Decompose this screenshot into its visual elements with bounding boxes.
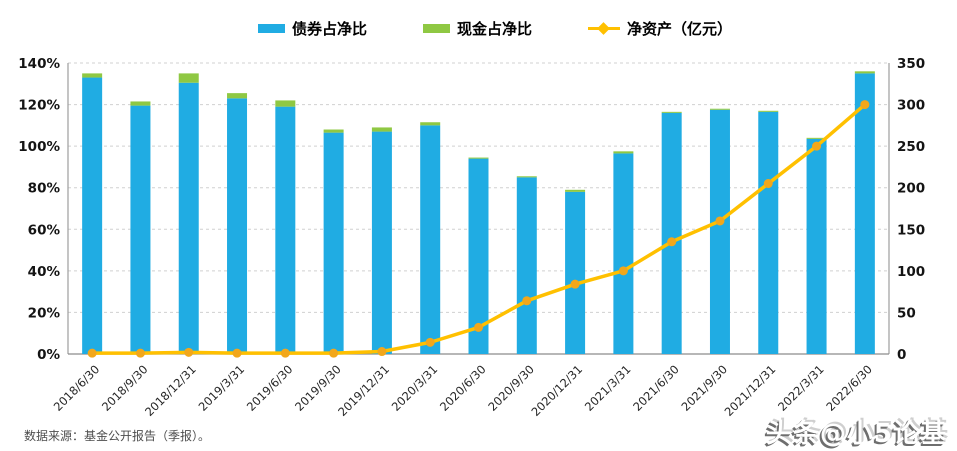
bar-bond — [854, 73, 875, 355]
netasset-marker — [377, 347, 387, 357]
right-axis-tick-label: 0 — [897, 347, 906, 363]
bar-bond — [661, 112, 682, 354]
bar-cash — [420, 122, 441, 126]
bar-bond — [565, 191, 586, 354]
right-axis-tick-label: 350 — [897, 56, 925, 72]
bar-cash — [613, 151, 634, 154]
watermark: 头条@小5论基 — [765, 419, 947, 449]
right-axis-tick-label: 150 — [897, 222, 925, 238]
left-axis-tick-label: 60% — [28, 222, 61, 238]
legend-item-netasset: 净资产（亿元） — [588, 18, 732, 39]
x-axis-label: 2019/12/31 — [335, 362, 392, 419]
bar-cash — [709, 108, 730, 110]
left-axis-tick-label: 20% — [28, 305, 61, 321]
x-axis-label: 2020/6/30 — [437, 362, 489, 414]
right-axis-tick-label: 200 — [897, 181, 925, 197]
x-axis-label: 2018/9/30 — [99, 362, 151, 414]
legend-item-cash: 现金占净比 — [423, 18, 532, 39]
legend-label-bond: 债券占净比 — [292, 20, 368, 38]
netasset-marker — [87, 348, 97, 358]
left-axis-tick-label: 120% — [18, 98, 60, 114]
x-axis-label: 2020/9/30 — [485, 362, 537, 414]
netasset-marker — [570, 279, 580, 289]
legend-item-bond: 债券占净比 — [258, 18, 367, 39]
bar-bond — [516, 177, 537, 354]
x-axis-label: 2021/9/30 — [678, 362, 730, 414]
bar-bond — [613, 153, 634, 354]
netasset-marker — [522, 296, 532, 306]
bar-bond — [82, 77, 103, 355]
x-axis-label: 2019/6/30 — [244, 362, 296, 414]
bar-cash — [371, 127, 392, 132]
x-axis-label: 2019/9/30 — [292, 362, 344, 414]
netasset-marker — [618, 266, 628, 276]
left-axis-tick-label: 80% — [28, 181, 61, 197]
bar-cash — [806, 137, 827, 139]
x-axis-label: 2019/3/31 — [196, 362, 248, 414]
bar-cash — [661, 111, 682, 113]
right-axis-tick-label: 250 — [897, 139, 925, 155]
x-axis-label: 2018/6/30 — [51, 362, 103, 414]
netasset-marker — [329, 348, 339, 358]
netasset-marker — [474, 322, 483, 332]
netasset-marker — [812, 141, 822, 151]
x-axis-label: 2022/6/30 — [823, 362, 875, 414]
netasset-line-swatch-icon — [588, 22, 621, 35]
netasset-marker — [860, 100, 870, 110]
bar-bond — [806, 138, 827, 354]
bar-cash — [468, 157, 489, 159]
bar-bond — [227, 98, 248, 354]
bar-bond — [275, 106, 296, 355]
x-axis-label: 2022/3/31 — [775, 362, 827, 414]
left-axis-tick-label: 100% — [18, 139, 60, 155]
legend-label-cash: 现金占净比 — [457, 20, 533, 38]
netasset-marker — [280, 348, 290, 358]
bar-bond — [178, 82, 199, 354]
bar-bond — [468, 158, 489, 354]
right-axis-tick-label: 300 — [897, 98, 925, 114]
cash-swatch-icon — [423, 24, 451, 33]
x-axis-label: 2018/12/31 — [142, 362, 199, 419]
netasset-marker — [232, 348, 242, 358]
bar-cash — [565, 189, 586, 192]
source-note: 数据来源：基金公开报告（季报）。 — [24, 429, 211, 443]
bar-cash — [323, 129, 344, 133]
bar-cash — [275, 100, 296, 107]
x-axis-label: 2021/6/30 — [630, 362, 682, 414]
bar-cash — [82, 73, 103, 78]
bar-bond — [323, 132, 344, 354]
right-axis-tick-label: 100 — [897, 264, 925, 280]
bar-cash — [227, 93, 248, 99]
netasset-marker — [184, 347, 194, 357]
bar-cash — [178, 73, 199, 83]
x-axis-label: 2020/12/31 — [528, 362, 585, 419]
legend-label-netasset: 净资产（亿元） — [627, 20, 733, 38]
netasset-marker — [667, 237, 677, 247]
x-axis-label: 2021/12/31 — [722, 362, 779, 419]
netasset-marker — [715, 216, 725, 226]
netasset-marker — [425, 337, 435, 347]
left-axis-tick-label: 40% — [28, 264, 61, 280]
bar-bond — [371, 131, 392, 354]
bar-cash — [854, 71, 875, 74]
x-axis-label: 2020/3/31 — [389, 362, 441, 414]
bar-bond — [709, 109, 730, 355]
bond-swatch-icon — [258, 24, 285, 33]
x-axis-label: 2021/3/31 — [582, 362, 634, 414]
left-axis-tick-label: 140% — [18, 56, 60, 72]
bar-bond — [420, 125, 441, 354]
bar-cash — [758, 110, 779, 112]
bar-cash — [130, 101, 151, 106]
bar-bond — [130, 105, 151, 354]
bar-cash — [516, 176, 537, 178]
bar-bond — [758, 111, 779, 354]
netasset-marker — [135, 348, 145, 358]
chart-legend: 债券占净比 现金占净比 净资产（亿元） — [258, 18, 732, 39]
right-axis-tick-label: 50 — [897, 305, 916, 321]
left-axis-tick-label: 0% — [37, 347, 60, 363]
netasset-marker — [763, 179, 773, 189]
